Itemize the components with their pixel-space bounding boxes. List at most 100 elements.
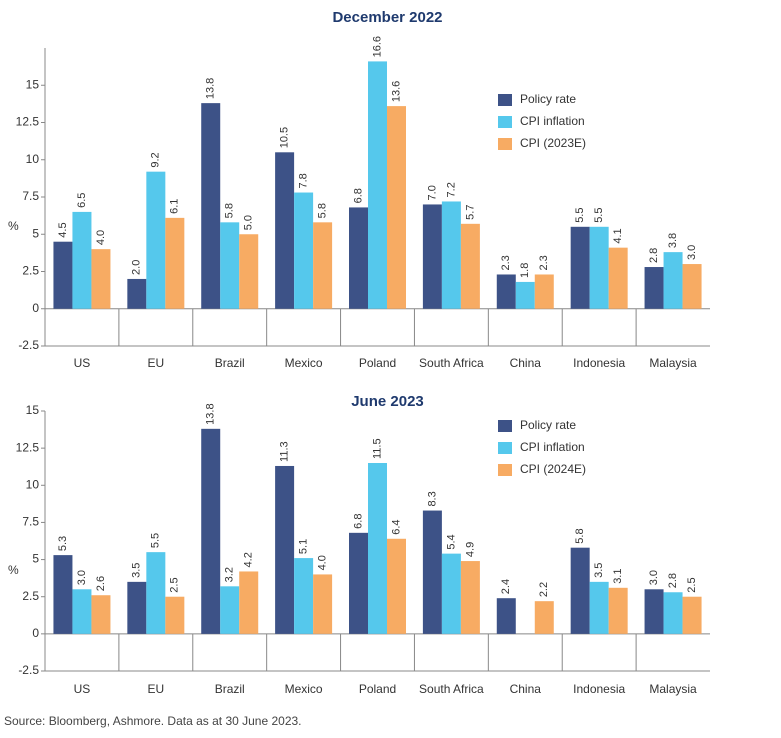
- value-label: 5.8: [574, 528, 586, 543]
- value-label: 7.8: [298, 173, 310, 188]
- bar: [91, 249, 111, 309]
- y-tick-label: 10: [26, 477, 40, 491]
- x-tick-label: EU: [147, 356, 164, 370]
- bar: [146, 552, 166, 634]
- value-label: 5.7: [464, 205, 476, 220]
- value-label: 3.0: [648, 570, 660, 585]
- value-label: 3.2: [224, 567, 236, 582]
- x-tick-label: South Africa: [419, 356, 484, 370]
- x-tick-label: Indonesia: [573, 682, 625, 696]
- bar: [441, 553, 461, 634]
- x-tick-label: EU: [147, 682, 164, 696]
- bar: [515, 281, 535, 309]
- x-tick-label: Malaysia: [649, 356, 697, 370]
- value-label: 10.5: [279, 127, 291, 148]
- value-label: 5.5: [574, 208, 586, 223]
- x-tick-label: Brazil: [215, 356, 245, 370]
- bar: [682, 264, 702, 309]
- x-tick-label: Malaysia: [649, 682, 697, 696]
- value-label: 5.8: [224, 203, 236, 218]
- value-label: 3.0: [686, 245, 698, 260]
- x-tick-label: Mexico: [285, 356, 323, 370]
- y-tick-label: 5: [32, 552, 39, 566]
- bar: [460, 223, 480, 309]
- bar: [91, 595, 111, 634]
- bar: [165, 217, 185, 309]
- value-label: 2.6: [95, 576, 107, 591]
- y-tick-label: 2.5: [22, 264, 39, 278]
- value-label: 3.5: [131, 563, 143, 578]
- value-label: 2.3: [500, 255, 512, 270]
- bar: [146, 171, 166, 309]
- value-label: 5.4: [445, 534, 457, 549]
- bar: [534, 601, 554, 634]
- legend-label: Policy rate: [520, 92, 576, 106]
- bar: [570, 547, 590, 634]
- x-tick-label: US: [74, 356, 91, 370]
- bar: [313, 574, 333, 634]
- bar: [72, 589, 92, 634]
- bar: [53, 241, 73, 309]
- bar: [441, 201, 461, 309]
- bar: [460, 561, 480, 634]
- x-tick-label: China: [510, 682, 542, 696]
- x-tick-label: Brazil: [215, 682, 245, 696]
- x-tick-label: Mexico: [285, 682, 323, 696]
- value-label: 1.8: [519, 263, 531, 278]
- bar: [220, 586, 240, 634]
- y-tick-label: 0: [32, 626, 39, 640]
- legend-swatch: [498, 420, 512, 432]
- bar: [496, 598, 516, 634]
- bar: [349, 207, 368, 309]
- value-label: 4.0: [95, 230, 107, 245]
- y-tick-label: 5: [32, 226, 39, 240]
- bar: [589, 581, 609, 634]
- value-label: 4.9: [464, 542, 476, 557]
- bar: [165, 596, 185, 634]
- bar: [275, 465, 295, 634]
- bar: [570, 226, 590, 309]
- x-tick-label: Poland: [359, 682, 396, 696]
- legend-swatch: [498, 464, 512, 476]
- bar: [127, 581, 147, 634]
- value-label: 6.5: [76, 193, 88, 208]
- legend-swatch: [498, 442, 512, 454]
- bar: [220, 222, 240, 309]
- value-label: 2.2: [538, 582, 550, 597]
- bar: [608, 587, 628, 634]
- value-label: 3.1: [612, 569, 624, 584]
- value-label: 16.6: [371, 36, 383, 57]
- bar: [644, 589, 664, 634]
- bar: [294, 558, 314, 634]
- y-tick-label: 15: [26, 77, 40, 91]
- bar: [127, 278, 147, 309]
- value-label: 2.4: [500, 579, 512, 594]
- bar: [644, 267, 664, 309]
- x-tick-label: South Africa: [419, 682, 484, 696]
- bar: [387, 106, 406, 309]
- y-tick-label: 0: [32, 301, 39, 315]
- y-tick-label: 7.5: [22, 515, 39, 529]
- bar: [387, 538, 406, 634]
- bar: [682, 596, 702, 634]
- bar: [589, 226, 609, 309]
- bar: [294, 192, 314, 309]
- value-label: 2.5: [169, 577, 181, 592]
- value-label: 2.3: [538, 255, 550, 270]
- y-tick-label: -2.5: [18, 338, 39, 352]
- bar: [201, 428, 221, 634]
- y-tick-label: -2.5: [18, 663, 39, 677]
- bar: [275, 152, 295, 309]
- legend-label: CPI inflation: [520, 114, 585, 128]
- bar: [239, 571, 259, 634]
- source-note: Source: Bloomberg, Ashmore. Data as at 3…: [4, 714, 302, 728]
- y-tick-label: 12.5: [16, 115, 40, 129]
- value-label: 2.8: [667, 573, 679, 588]
- value-label: 6.4: [390, 519, 402, 534]
- y-axis-label: %: [8, 563, 19, 577]
- value-label: 5.1: [298, 539, 310, 554]
- value-label: 5.3: [57, 536, 69, 551]
- y-tick-label: 12.5: [16, 440, 40, 454]
- value-label: 6.8: [352, 188, 364, 203]
